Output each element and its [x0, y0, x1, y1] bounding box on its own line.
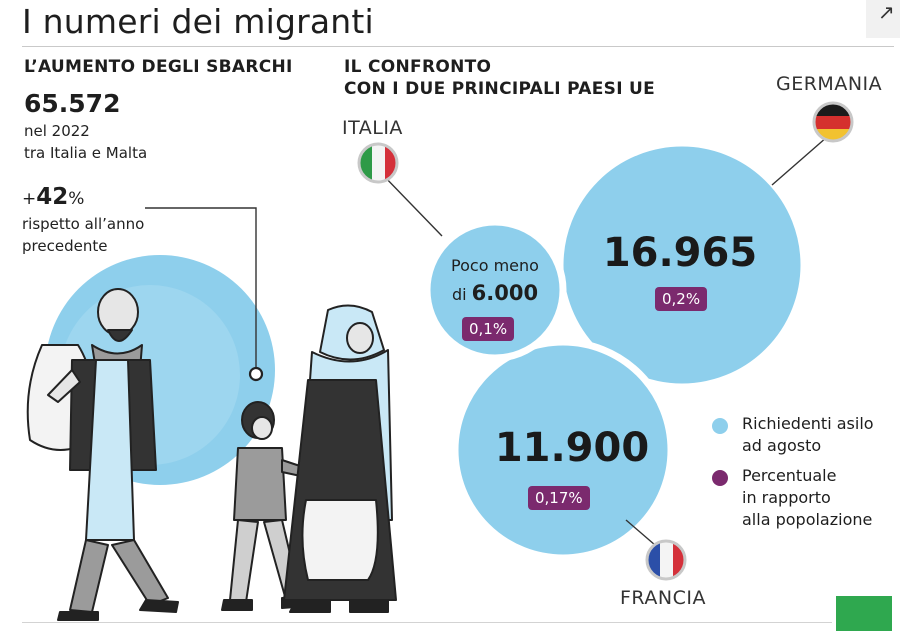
total-landings-value: 65.572 [24, 89, 121, 118]
france-flag-icon [645, 539, 687, 581]
left-section-heading: L’AUMENTO DEGLI SBARCHI [24, 57, 293, 77]
legend-percent-line-1: Percentuale [742, 466, 837, 485]
legend-asylum-line-1: Richiedenti asilo [742, 414, 874, 433]
italy-value-line-2: di 6.000 [433, 281, 557, 305]
corner-panel[interactable] [866, 0, 900, 38]
pct-connector-line [145, 207, 257, 374]
right-section-heading: IL CONFRONTO CON I DUE PRINCIPALI PAESI … [344, 56, 704, 100]
total-desc-line-2: tra Italia e Malta [24, 144, 148, 162]
legend-swatch-percent [712, 470, 728, 486]
legend-label-percent: Percentuale in rapporto alla popolazione [742, 465, 892, 531]
italy-value-line-1: Poco meno [451, 256, 539, 275]
pct-desc-line-2: precedente [22, 237, 108, 255]
title-divider [22, 46, 894, 47]
pct-value: 42 [36, 184, 69, 210]
legend-label-asylum: Richiedenti asilo ad agosto [742, 413, 892, 457]
expand-arrow-icon[interactable]: ↗ [878, 0, 895, 24]
germany-value: 16.965 [602, 230, 758, 276]
france-connector-line [625, 519, 656, 546]
germany-label: GERMANIA [776, 73, 883, 95]
germany-pct-badge: 0,2% [655, 287, 708, 311]
legend-percent-line-3: alla popolazione [742, 510, 873, 529]
total-desc-line-1: nel 2022 [24, 122, 90, 140]
pct-sign: + [22, 189, 37, 209]
legend-asylum-line-2: ad agosto [742, 436, 822, 455]
legend-swatch-asylum [712, 418, 728, 434]
france-label: FRANCIA [620, 587, 706, 609]
migrant-man-figure [26, 288, 179, 621]
pct-desc-line-1: rispetto all’anno [22, 215, 145, 233]
legend-percent-line-2: in rapporto [742, 488, 831, 507]
germany-flag-icon [812, 101, 854, 143]
france-pct-badge: 0,17% [528, 486, 590, 510]
pct-unit: % [68, 189, 85, 209]
green-corner-block[interactable] [836, 596, 892, 631]
page-title: I numeri dei migranti [22, 2, 374, 41]
right-heading-line-2: CON I DUE PRINCIPALI PAESI UE [344, 79, 656, 99]
italy-value-prefix: di [451, 285, 472, 304]
migrant-woman-figure [283, 304, 397, 613]
germany-connector-line [771, 136, 828, 186]
italy-flag-icon [357, 142, 399, 184]
france-bubble [451, 338, 675, 562]
pct-connector-dot [248, 366, 264, 382]
italy-label: ITALIA [342, 117, 403, 139]
right-heading-line-1: IL CONFRONTO [344, 57, 492, 77]
italy-value: 6.000 [471, 281, 539, 305]
bottom-divider [22, 622, 832, 623]
italy-connector-line [379, 171, 443, 237]
italy-pct-badge: 0,1% [462, 317, 515, 341]
total-description: nel 2022 tra Italia e Malta [24, 120, 244, 164]
pct-increase: +42% [22, 184, 84, 210]
pct-description: rispetto all’anno precedente [22, 213, 222, 257]
italy-bubble [423, 218, 567, 362]
france-value: 11.900 [494, 425, 650, 471]
